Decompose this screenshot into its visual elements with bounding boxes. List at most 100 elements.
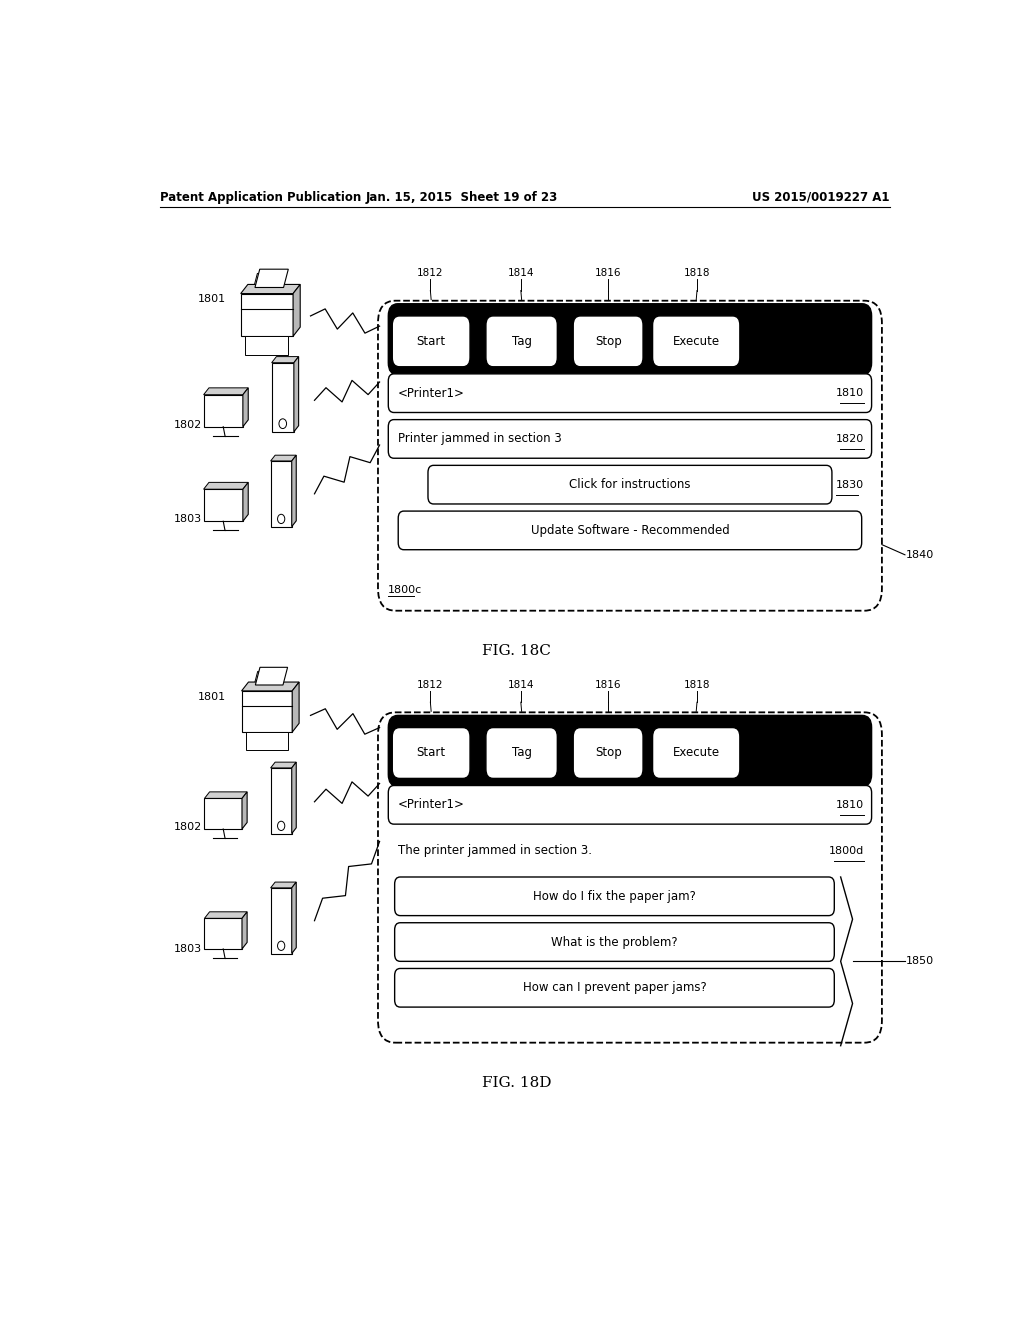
- FancyBboxPatch shape: [388, 715, 871, 787]
- Text: 1818: 1818: [684, 680, 711, 690]
- Text: Printer jammed in section 3: Printer jammed in section 3: [397, 433, 561, 445]
- Text: The printer jammed in section 3.: The printer jammed in section 3.: [397, 843, 592, 857]
- FancyBboxPatch shape: [652, 727, 740, 779]
- Polygon shape: [253, 672, 286, 689]
- Text: 1850: 1850: [905, 957, 934, 966]
- Polygon shape: [294, 356, 299, 432]
- Polygon shape: [271, 363, 294, 432]
- FancyBboxPatch shape: [394, 923, 835, 961]
- Text: Jan. 15, 2015  Sheet 19 of 23: Jan. 15, 2015 Sheet 19 of 23: [366, 190, 557, 203]
- Text: Tag: Tag: [512, 335, 531, 348]
- Text: 1812: 1812: [417, 268, 443, 279]
- Polygon shape: [270, 762, 296, 768]
- Polygon shape: [270, 768, 292, 834]
- Text: Click for instructions: Click for instructions: [569, 478, 691, 491]
- Polygon shape: [204, 395, 243, 426]
- Text: 1803: 1803: [174, 515, 202, 524]
- Text: 1802: 1802: [174, 822, 203, 832]
- Text: <Printer1>: <Printer1>: [397, 799, 465, 812]
- Polygon shape: [204, 490, 243, 521]
- Polygon shape: [246, 733, 288, 750]
- FancyBboxPatch shape: [392, 727, 470, 779]
- Text: 1830: 1830: [836, 479, 864, 490]
- Polygon shape: [243, 482, 248, 521]
- Text: Stop: Stop: [595, 747, 622, 759]
- FancyBboxPatch shape: [388, 304, 871, 375]
- Polygon shape: [270, 882, 296, 888]
- Polygon shape: [241, 293, 293, 337]
- Text: 1801: 1801: [198, 692, 226, 702]
- FancyBboxPatch shape: [388, 420, 871, 458]
- Polygon shape: [204, 482, 248, 490]
- Text: 1820: 1820: [836, 434, 863, 444]
- Text: Patent Application Publication: Patent Application Publication: [160, 190, 361, 203]
- FancyBboxPatch shape: [573, 727, 643, 779]
- Polygon shape: [292, 682, 299, 733]
- Text: Start: Start: [417, 335, 445, 348]
- Polygon shape: [253, 273, 286, 292]
- Polygon shape: [271, 356, 299, 363]
- Text: US 2015/0019227 A1: US 2015/0019227 A1: [753, 190, 890, 203]
- Text: 1812: 1812: [417, 680, 443, 690]
- Text: 1814: 1814: [508, 680, 535, 690]
- Polygon shape: [293, 284, 300, 337]
- Text: How can I prevent paper jams?: How can I prevent paper jams?: [522, 981, 707, 994]
- FancyBboxPatch shape: [388, 785, 871, 824]
- Text: 1801: 1801: [198, 293, 226, 304]
- FancyBboxPatch shape: [573, 315, 643, 367]
- Polygon shape: [242, 912, 247, 949]
- Text: Execute: Execute: [673, 747, 720, 759]
- Text: Update Software - Recommended: Update Software - Recommended: [530, 524, 729, 537]
- Polygon shape: [243, 388, 248, 426]
- Text: Execute: Execute: [673, 335, 720, 348]
- Polygon shape: [205, 799, 242, 829]
- FancyBboxPatch shape: [398, 511, 861, 549]
- Text: Stop: Stop: [595, 335, 622, 348]
- Text: Tag: Tag: [512, 747, 531, 759]
- Polygon shape: [242, 682, 299, 690]
- Polygon shape: [246, 337, 289, 355]
- Polygon shape: [205, 792, 247, 799]
- Polygon shape: [292, 762, 296, 834]
- Polygon shape: [270, 888, 292, 953]
- FancyBboxPatch shape: [378, 301, 882, 611]
- FancyBboxPatch shape: [486, 727, 557, 779]
- FancyBboxPatch shape: [428, 466, 831, 504]
- FancyBboxPatch shape: [486, 315, 557, 367]
- FancyBboxPatch shape: [388, 374, 871, 412]
- Text: What is the problem?: What is the problem?: [551, 936, 678, 949]
- Polygon shape: [292, 882, 296, 953]
- Polygon shape: [205, 912, 247, 919]
- Text: 1814: 1814: [508, 268, 535, 279]
- Text: 1803: 1803: [174, 944, 202, 954]
- FancyBboxPatch shape: [394, 876, 835, 916]
- Polygon shape: [241, 284, 300, 293]
- Text: How do I fix the paper jam?: How do I fix the paper jam?: [534, 890, 696, 903]
- Text: 1816: 1816: [595, 268, 622, 279]
- Text: 1810: 1810: [836, 388, 863, 399]
- Polygon shape: [242, 792, 247, 829]
- Text: <Printer1>: <Printer1>: [397, 387, 465, 400]
- Polygon shape: [292, 455, 296, 527]
- Polygon shape: [255, 269, 289, 288]
- Text: 1800d: 1800d: [828, 846, 863, 855]
- Text: 1802: 1802: [174, 420, 203, 430]
- Text: 1840: 1840: [905, 550, 934, 560]
- Text: FIG. 18D: FIG. 18D: [482, 1076, 552, 1090]
- Text: 1816: 1816: [595, 680, 622, 690]
- FancyBboxPatch shape: [392, 315, 470, 367]
- Polygon shape: [205, 919, 242, 949]
- Polygon shape: [255, 668, 288, 685]
- Polygon shape: [204, 388, 248, 395]
- Text: Start: Start: [417, 747, 445, 759]
- FancyBboxPatch shape: [394, 969, 835, 1007]
- Text: 1800c: 1800c: [387, 586, 422, 595]
- Text: 1818: 1818: [684, 268, 711, 279]
- FancyBboxPatch shape: [378, 713, 882, 1043]
- Polygon shape: [270, 461, 292, 527]
- Text: FIG. 18C: FIG. 18C: [482, 644, 551, 659]
- Polygon shape: [242, 690, 292, 733]
- Polygon shape: [270, 455, 296, 461]
- Text: 1810: 1810: [836, 800, 863, 810]
- FancyBboxPatch shape: [652, 315, 740, 367]
